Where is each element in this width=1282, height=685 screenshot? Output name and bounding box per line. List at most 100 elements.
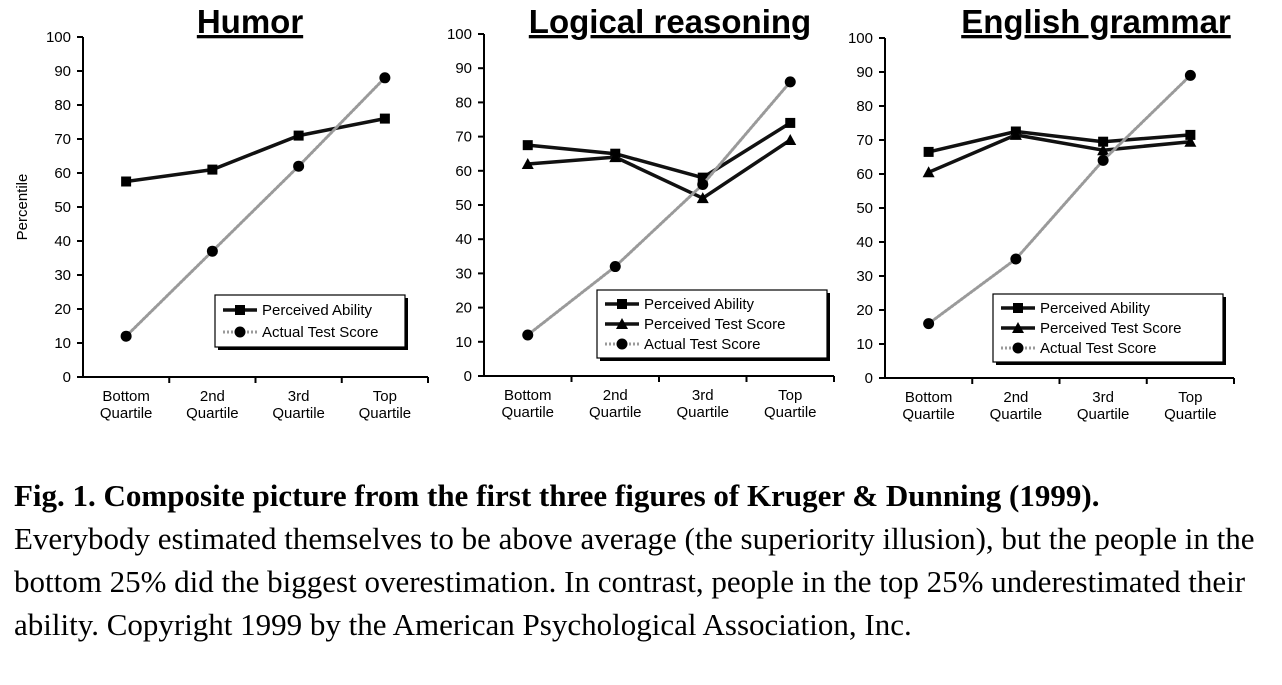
data-point [522,329,534,341]
y-tick-label: 20 [455,300,472,317]
chart-panel-3: English grammar 0 10 20 30 40 50 60 70 80 90 100 Bot… [848,3,1235,423]
series-line [526,138,792,200]
y-tick-label: 50 [54,199,71,216]
y-tick-label: 60 [54,165,71,182]
legend-label: Actual Test Score [644,336,760,353]
data-point [1185,129,1196,140]
x-tick-label: 3rd [1092,389,1114,406]
series-line [124,116,387,184]
chart-panel-1: Humor0102030405060708090100BottomQuartil… [14,3,429,422]
y-tick-label: 10 [455,334,472,351]
x-tick-label: Quartile [501,404,554,421]
x-tick-label: Quartile [100,405,153,422]
x-tick-label: Quartile [1077,406,1130,423]
y-tick-label: 80 [455,94,472,111]
legend-marker [1012,322,1024,333]
series-line [926,133,1193,175]
x-tick-label: Quartile [990,406,1043,423]
data-point [521,157,534,169]
data-point [379,113,390,124]
caption-body: Everybody estimated themselves to be abo… [14,521,1255,642]
x-tick-label: Quartile [764,404,817,421]
y-tick-label: 90 [54,63,71,80]
data-point [1098,136,1109,147]
y-tick-label: 0 [63,369,71,386]
y-tick-label: 70 [54,131,71,148]
series-line [926,129,1193,154]
legend-marker [1013,303,1023,313]
series-line [526,80,792,337]
x-tick-label: 2nd [1003,389,1028,406]
y-tick-label: 50 [856,200,873,217]
y-tick-label: 70 [856,132,873,149]
x-tick-label: Quartile [186,405,239,422]
x-tick-label: Top [778,387,802,404]
data-point [207,164,218,175]
y-tick-label: 40 [54,233,71,250]
series-line [927,73,1192,326]
y-tick-label: 90 [856,64,873,81]
data-point [922,166,935,178]
legend: Perceived Ability Perceived Test Score Act… [596,289,830,361]
data-point [1009,128,1022,140]
y-tick-label: 20 [54,301,71,318]
y-tick-label: 40 [455,231,472,248]
chart-title: Humor [197,3,303,40]
data-point [1010,253,1022,265]
x-tick-label: Top [373,388,397,405]
chart-panel-2: Logical reasoning 0 10 20 30 40 50 60 70 80 90 100 B… [447,3,835,421]
data-point [1097,144,1110,156]
y-tick-label: 100 [848,30,873,47]
y-tick-label: 30 [455,265,472,282]
y-tick-label: 60 [856,166,873,183]
legend-marker [616,318,628,329]
data-point [206,245,218,257]
x-tick-label: Bottom [504,387,552,404]
data-point [785,117,796,128]
y-tick-label: 80 [54,97,71,114]
caption-heading: Fig. 1. Composite picture from the first… [14,478,1100,513]
y-tick-label: 100 [46,29,71,46]
data-point [923,146,934,157]
data-point [293,130,304,141]
x-tick-label: Quartile [359,405,412,422]
y-axis-label: Percentile [14,174,31,241]
y-tick-label: 40 [856,234,873,251]
legend-marker [616,338,628,350]
x-tick-label: 2nd [603,387,628,404]
x-tick-label: 3rd [692,387,714,404]
data-point [923,318,935,330]
x-tick-label: Quartile [1164,406,1217,423]
legend: Perceived Ability Actual Test Score [214,294,408,350]
data-point [696,192,709,204]
y-tick-label: 30 [54,267,71,284]
x-tick-label: Quartile [272,405,325,422]
data-point [697,178,709,190]
data-point [1097,154,1109,166]
legend-marker [617,299,627,309]
x-tick-label: Quartile [676,404,729,421]
y-tick-label: 50 [455,197,472,214]
data-point [293,160,305,172]
data-point [120,330,132,342]
y-tick-label: 10 [54,335,71,352]
data-point [784,134,797,146]
chart-title: English grammar [961,3,1231,40]
y-tick-label: 60 [455,163,472,180]
x-tick-label: Quartile [902,406,955,423]
legend-box [214,294,406,348]
legend-label: Actual Test Score [1040,340,1156,357]
legend-marker [234,326,246,338]
x-tick-label: Top [1178,389,1202,406]
legend-marker [235,305,245,315]
data-point [1184,135,1197,147]
figure-caption: Fig. 1. Composite picture from the first… [14,474,1276,646]
composite-figure: Humor0102030405060708090100BottomQuartil… [14,3,1235,423]
chart-title: Logical reasoning [529,3,811,40]
y-tick-label: 0 [464,368,472,385]
y-tick-label: 70 [455,129,472,146]
y-tick-label: 20 [856,302,873,319]
x-tick-label: 2nd [200,388,225,405]
y-tick-label: 30 [856,268,873,285]
legend-label: Perceived Ability [262,302,373,319]
